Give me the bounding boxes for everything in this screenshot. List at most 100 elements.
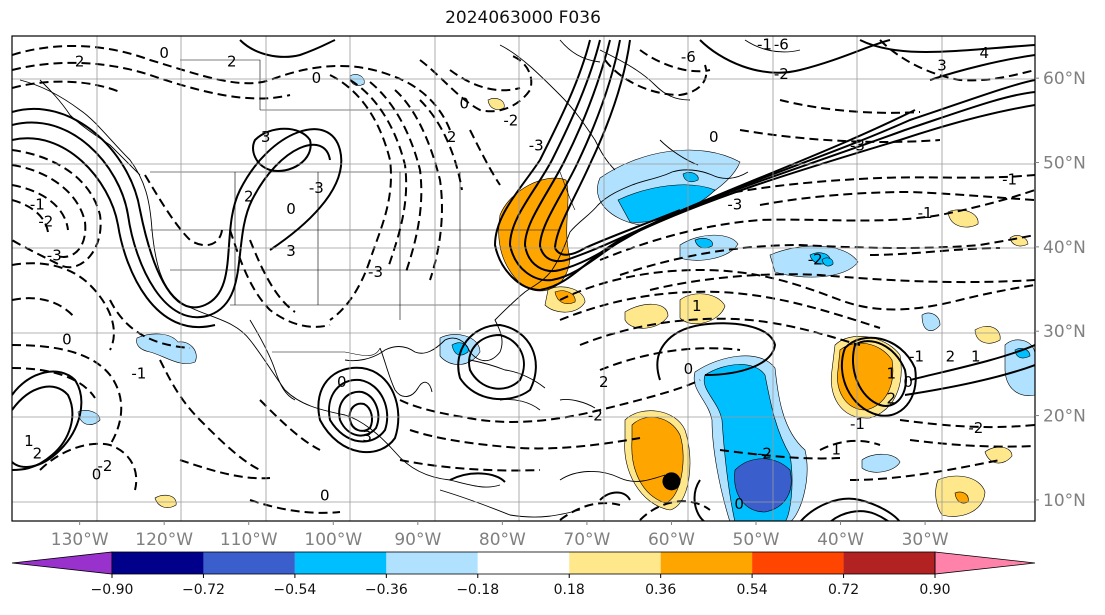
lon-axis: 130°W 120°W 110°W 100°W 90°W 80°W 70°W 60°W 50°W… — [51, 521, 949, 550]
colorbar-frame — [111, 551, 936, 575]
contour-label: 0 — [312, 69, 322, 87]
contour-label: -2 — [38, 213, 53, 231]
contour-label: 0 — [320, 487, 330, 505]
contours-negative — [12, 39, 1035, 521]
contour-label: -1 — [30, 196, 45, 214]
contour-label: 2 — [886, 390, 896, 408]
contour-label: -1 — [1002, 170, 1017, 188]
colorbar-extend-low — [11, 551, 113, 575]
contour-label: -6 — [681, 48, 696, 66]
map-plot-area: 2 0 20-3-2320-33-3-3-2-10-1120-2003-30-210… — [12, 35, 1035, 521]
contour-label: 0 — [159, 44, 169, 62]
contour-label: 2 — [75, 52, 85, 70]
lat-axis: 10°N 20°N 30°N 40°N 50°N 60°N — [1035, 69, 1086, 511]
contour-label: 0 — [286, 200, 296, 218]
contour-label: -3 — [850, 137, 865, 155]
lat-tick-label: 30°N — [1043, 322, 1086, 342]
borders — [150, 59, 576, 356]
contour-label: 0 — [684, 360, 694, 378]
contour-label: -3 — [529, 137, 544, 155]
contour-label: 4 — [979, 44, 989, 62]
contour-label: 0 — [903, 373, 913, 391]
contour-label: 1 — [692, 297, 702, 315]
contour-label: -2 — [774, 65, 789, 83]
lon-tick-label: 120°W — [135, 530, 193, 550]
contour-label: -3 — [47, 246, 62, 264]
lon-tick-label: 50°W — [733, 530, 780, 550]
contour-label: -1 — [850, 415, 865, 433]
contour-label: -2 — [757, 445, 772, 463]
contour-label: 2 — [227, 52, 237, 70]
lat-tick-label: 40°N — [1043, 238, 1086, 258]
colorbar-tick-label: 0.90 — [919, 582, 950, 598]
lat-tick-label: 20°N — [1043, 407, 1086, 427]
contour-label: -6 — [774, 35, 789, 53]
lon-tick-label: 100°W — [304, 530, 362, 550]
colorbar-segment — [112, 552, 204, 574]
contour-label: -3 — [727, 196, 742, 214]
contour-label: 2 — [946, 348, 956, 366]
colorbar-segment — [660, 552, 753, 574]
contour-label: -1 — [918, 204, 933, 222]
colorbar-tick-label: 0.36 — [645, 582, 676, 598]
colorbar-segment — [752, 552, 844, 574]
colorbar-segment — [386, 552, 478, 574]
contour-label: 2 — [244, 187, 254, 205]
contour-label: 1 — [832, 440, 842, 458]
contour-label: 0 — [92, 466, 102, 484]
lon-tick-label: 90°W — [394, 530, 441, 550]
lat-tick-label: 60°N — [1043, 69, 1086, 89]
lon-tick-label: 80°W — [479, 530, 526, 550]
contour-label: 0 — [460, 94, 470, 112]
contour-label: 0 — [709, 128, 719, 146]
colorbar: −0.90 −0.72 −0.54 −0.36 −0.18 0.18 0.36 0.54 0.7… — [11, 551, 1036, 598]
colorbar-tick-label: −0.90 — [91, 582, 134, 598]
colorbar-tick-label: 0.54 — [737, 582, 768, 598]
colorbar-tick-label: 0.72 — [828, 582, 859, 598]
colorbar-tick-label: −0.72 — [182, 582, 225, 598]
location-marker — [662, 472, 681, 491]
colorbar-tick-label: −0.54 — [273, 582, 316, 598]
colorbar-tick-label: 0.18 — [554, 582, 585, 598]
contour-label: 3 — [937, 57, 947, 75]
lon-tick-label: 30°W — [902, 530, 949, 550]
lat-tick-label: 50°N — [1043, 154, 1086, 174]
contour-labels: 2 0 20-3-2320-33-3-3-2-10-1120-2003-30-210… — [24, 35, 1017, 513]
contour-label: 1 — [886, 364, 896, 382]
contours-positive — [12, 39, 1035, 521]
lon-tick-label: 110°W — [220, 530, 278, 550]
colorbar-segment — [569, 552, 661, 574]
contour-label: -2 — [968, 419, 983, 437]
contour-label: 1 — [971, 348, 981, 366]
contour-label: 3 — [261, 128, 271, 146]
lon-tick-label: 70°W — [563, 530, 610, 550]
contour-label: 1 — [24, 432, 34, 450]
colorbar-tick-label: −0.36 — [365, 582, 408, 598]
lon-tick-label: 60°W — [648, 530, 695, 550]
lon-tick-label: 40°W — [817, 530, 864, 550]
contour-label: 2 — [447, 128, 457, 146]
lat-tick-label: 10°N — [1043, 491, 1086, 511]
contour-label: -1 — [909, 348, 924, 366]
contour-label: 0 — [337, 373, 347, 391]
contour-label: -2 — [588, 407, 603, 425]
colorbar-segment — [477, 552, 570, 574]
map-title: 2024063000 F036 — [445, 8, 601, 28]
colorbar-segment — [203, 552, 295, 574]
colorbar-segment — [294, 552, 387, 574]
colorbar-segment — [843, 552, 935, 574]
contour-label: -1 — [131, 364, 146, 382]
contour-label: -2 — [808, 251, 823, 269]
contour-label: -3 — [368, 263, 383, 281]
contour-label: 3 — [286, 242, 296, 260]
contour-label: 2 — [33, 445, 43, 463]
colorbar-extend-high — [934, 551, 1036, 575]
contour-label: -2 — [98, 457, 113, 475]
contour-label: 0 — [734, 495, 744, 513]
colorbar-tick-label: −0.18 — [456, 582, 499, 598]
contour-label: -2 — [503, 111, 518, 129]
gridlines — [12, 36, 1035, 521]
contour-label: 2 — [599, 373, 609, 391]
contour-label: 0 — [62, 331, 72, 349]
